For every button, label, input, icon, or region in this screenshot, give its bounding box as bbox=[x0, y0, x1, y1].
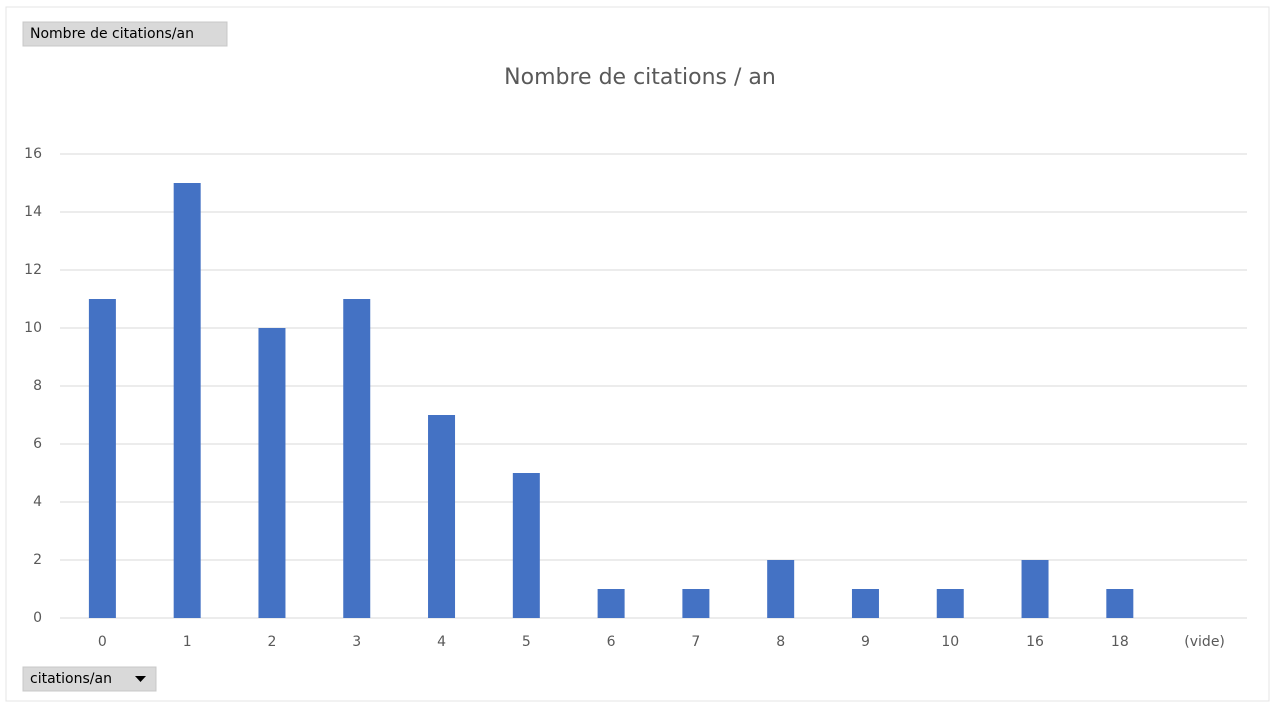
x-tick-label: (vide) bbox=[1184, 634, 1225, 650]
bar bbox=[258, 328, 286, 618]
y-tick-label: 4 bbox=[33, 494, 42, 510]
y-tick-label: 12 bbox=[24, 262, 42, 278]
y-tick-label: 10 bbox=[24, 320, 42, 336]
bar bbox=[512, 473, 540, 618]
bar bbox=[682, 589, 710, 618]
x-tick-label: 3 bbox=[352, 634, 361, 650]
bar bbox=[597, 589, 625, 618]
y-tick-label: 0 bbox=[33, 610, 42, 626]
bar bbox=[428, 415, 456, 618]
x-tick-label: 10 bbox=[941, 634, 959, 650]
chart-title: Nombre de citations / an bbox=[504, 65, 776, 90]
x-tick-label: 7 bbox=[691, 634, 700, 650]
axis-field-button[interactable] bbox=[22, 666, 157, 692]
x-tick-label: 16 bbox=[1026, 634, 1044, 650]
x-tick-label: 9 bbox=[861, 634, 870, 650]
value-field-button[interactable] bbox=[22, 21, 228, 47]
bar bbox=[851, 589, 879, 618]
dropdown-arrow[interactable] bbox=[135, 676, 146, 682]
bar bbox=[88, 299, 116, 618]
x-tick-label: 1 bbox=[183, 634, 192, 650]
y-tick-label: 6 bbox=[33, 436, 42, 452]
x-tick-label: 5 bbox=[522, 634, 531, 650]
bar bbox=[936, 589, 964, 618]
y-tick-label: 2 bbox=[33, 552, 42, 568]
x-tick-label: 2 bbox=[268, 634, 277, 650]
x-tick-label: 4 bbox=[437, 634, 446, 650]
x-tick-label: 8 bbox=[776, 634, 785, 650]
bar bbox=[767, 560, 795, 618]
x-tick-label: 6 bbox=[607, 634, 616, 650]
bar bbox=[343, 299, 371, 618]
bar bbox=[1021, 560, 1049, 618]
axis-field-button-label: citations/an bbox=[30, 671, 112, 687]
x-tick-label: 18 bbox=[1111, 634, 1129, 650]
chart-border bbox=[5, 6, 1270, 702]
y-tick-label: 16 bbox=[24, 146, 42, 162]
bar bbox=[173, 183, 201, 618]
x-tick-label: 0 bbox=[98, 634, 107, 650]
value-field-button-label: Nombre de citations/an bbox=[30, 26, 194, 42]
y-tick-label: 14 bbox=[24, 204, 42, 220]
y-tick-label: 8 bbox=[33, 378, 42, 394]
bar bbox=[1106, 589, 1134, 618]
